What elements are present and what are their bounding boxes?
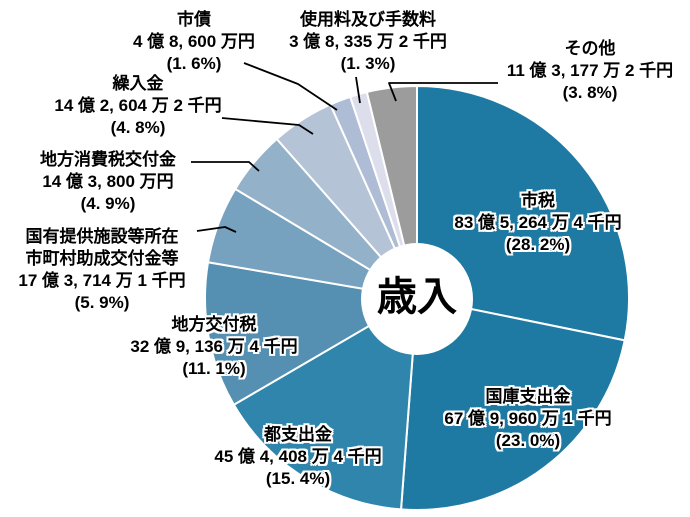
leader-line-usage-fees: [355, 76, 361, 104]
leader-line-other: [388, 82, 498, 102]
donut-hole: [361, 243, 473, 355]
pie-slice-metropolitan-disbursements: [232, 297, 418, 511]
pie-slice-city-tax: [416, 85, 630, 342]
pie-slice-national-treasury-disbursements: [400, 297, 626, 511]
leader-line-national-facilities-grant: [196, 226, 237, 233]
leader-line-transfer-in: [221, 117, 314, 135]
leader-line-city-bonds: [243, 62, 338, 111]
leader-lines-group: [191, 62, 498, 233]
leader-line-local-consumption-tax-grant: [191, 161, 260, 172]
